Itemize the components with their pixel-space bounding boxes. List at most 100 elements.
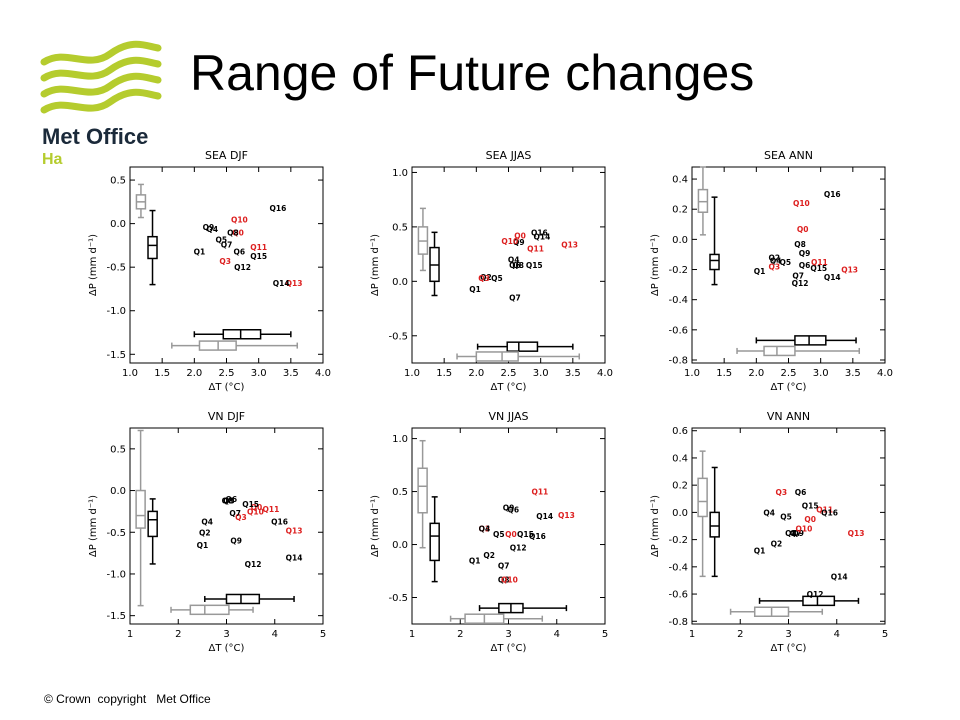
point-label-q11: Q11 <box>816 506 833 515</box>
y-tick-label: -0.6 <box>668 590 688 601</box>
point-label-q9: Q9 <box>203 223 215 232</box>
point-label-q15: Q15 <box>810 264 827 273</box>
point-label-q0: Q0 <box>514 232 526 241</box>
y-tick-label: 0.0 <box>110 486 126 497</box>
point-label-q8: Q8 <box>785 529 797 538</box>
y-axis-label: ΔP (mm d⁻¹) <box>88 495 99 557</box>
point-label-q12: Q12 <box>234 263 251 272</box>
point-label-q9: Q9 <box>799 249 811 258</box>
x-tick-label: 3.5 <box>283 368 299 379</box>
y-tick-label: 1.0 <box>392 434 408 445</box>
y-tick-label: 0.5 <box>110 176 126 187</box>
point-label-q4: Q4 <box>763 508 775 517</box>
x-tick-label: 2.5 <box>781 368 797 379</box>
x-tick-label: 2 <box>175 629 181 640</box>
point-label-q13: Q13 <box>286 527 303 536</box>
point-label-q8: Q8 <box>222 497 234 506</box>
x-tick-label: 2.5 <box>219 368 235 379</box>
point-label-q0: Q0 <box>232 228 244 237</box>
point-label-q3: Q3 <box>479 525 491 534</box>
point-label-q8: Q8 <box>794 240 806 249</box>
y-tick-label: -1.5 <box>106 611 126 622</box>
point-label-q12: Q12 <box>792 279 809 288</box>
y-tick-label: 0.0 <box>672 235 688 246</box>
logo-text: Met Office <box>42 124 148 149</box>
x-tick-label: 4 <box>272 629 278 640</box>
copyright-footer: © Crown copyright Met Office <box>44 692 211 706</box>
point-label-q1: Q1 <box>194 247 206 256</box>
point-label-q1: Q1 <box>754 547 766 556</box>
point-label-q14: Q14 <box>534 233 551 242</box>
y-tick-label: -1.0 <box>106 306 126 317</box>
x-axis-label: ΔT (°C) <box>491 382 527 393</box>
x-tick-label: 3.5 <box>565 368 581 379</box>
y-tick-label: -1.0 <box>106 569 126 580</box>
point-label-q16: Q16 <box>531 228 548 237</box>
x-tick-label: 5 <box>320 629 326 640</box>
chart-sea-djf: SEA DJF 1.0 1.5 2.0 2.5 3.0 3.5 4.0 -1.5 -1.0 -0.5… <box>88 149 331 393</box>
x-tick-label: 2.0 <box>748 368 764 379</box>
y-tick-label: 0.6 <box>672 426 688 437</box>
x-axis-label: ΔT (°C) <box>209 643 245 654</box>
y-axis-label: ΔP (mm d⁻¹) <box>650 495 661 557</box>
x-tick-label: 1.5 <box>716 368 732 379</box>
y-tick-label: 0.4 <box>672 453 688 464</box>
box-iqr <box>225 593 261 605</box>
y-tick-label: -0.8 <box>668 617 688 628</box>
point-label-q11: Q11 <box>531 488 548 497</box>
point-label-q5: Q5 <box>216 235 228 244</box>
point-label-q3: Q3 <box>478 274 490 283</box>
point-label-q9: Q9 <box>230 537 242 546</box>
point-label-q7: Q7 <box>509 294 521 303</box>
point-label-q0: Q0 <box>251 503 263 512</box>
point-label-q10: Q10 <box>501 576 518 585</box>
y-tick-label: -0.5 <box>388 593 408 604</box>
x-tick-label: 2.0 <box>468 368 484 379</box>
box-iqr <box>417 467 428 514</box>
point-label-q10: Q10 <box>796 525 813 534</box>
point-label-q6: Q6 <box>509 261 521 270</box>
point-label-q15: Q15 <box>242 500 259 509</box>
plot-frame <box>411 427 606 625</box>
point-label-q10: Q10 <box>247 507 264 516</box>
point-label-q11: Q11 <box>811 258 828 267</box>
y-tick-label: -0.4 <box>668 295 688 306</box>
y-tick-label: 0.5 <box>392 487 408 498</box>
point-label-q4: Q4 <box>770 256 782 265</box>
y-tick-label: 0.0 <box>392 277 408 288</box>
point-label-q16: Q16 <box>270 204 287 213</box>
x-tick-label: 3 <box>785 629 791 640</box>
y-tick-label: -0.5 <box>388 331 408 342</box>
y-tick-label: -0.5 <box>106 263 126 274</box>
point-label-q2: Q2 <box>771 540 783 549</box>
y-tick-label: -0.8 <box>668 355 688 366</box>
point-label-q6: Q6 <box>234 247 246 256</box>
x-tick-label: 1 <box>127 629 133 640</box>
y-tick-label: -0.2 <box>668 265 688 276</box>
point-label-q3: Q3 <box>775 488 787 497</box>
point-label-q11: Q11 <box>250 243 267 252</box>
x-tick-label: 2.0 <box>186 368 202 379</box>
point-label-q6: Q6 <box>795 488 807 497</box>
point-label-q15: Q15 <box>517 530 534 539</box>
point-label-q5: Q5 <box>780 512 792 521</box>
point-label-q14: Q14 <box>536 512 553 521</box>
y-tick-label: 0.5 <box>110 444 126 455</box>
point-label-q2: Q2 <box>483 551 495 560</box>
met-office-logo: Met Office Ha <box>40 40 162 168</box>
point-label-q0: Q0 <box>804 515 816 524</box>
y-tick-label: 0.0 <box>110 219 126 230</box>
point-label-q5: Q5 <box>223 497 235 506</box>
box-iqr <box>802 595 836 607</box>
box-iqr <box>506 341 539 352</box>
point-label-q8: Q8 <box>512 261 524 270</box>
x-tick-label: 1.0 <box>684 368 700 379</box>
point-label-q7: Q7 <box>221 241 233 250</box>
point-label-q13: Q13 <box>558 511 575 520</box>
chart-title: SEA JJAS <box>486 149 532 162</box>
point-label-q15: Q15 <box>526 261 543 270</box>
chart-sea-jjas: SEA JJAS 1.0 1.5 2.0 2.5 3.0 3.5 4.0 -0.5 0.0 0.5 1… <box>370 149 613 393</box>
wave-logo-icon <box>40 40 162 114</box>
chart-title: VN ANN <box>767 410 810 423</box>
y-tick-label: -0.4 <box>668 562 688 573</box>
